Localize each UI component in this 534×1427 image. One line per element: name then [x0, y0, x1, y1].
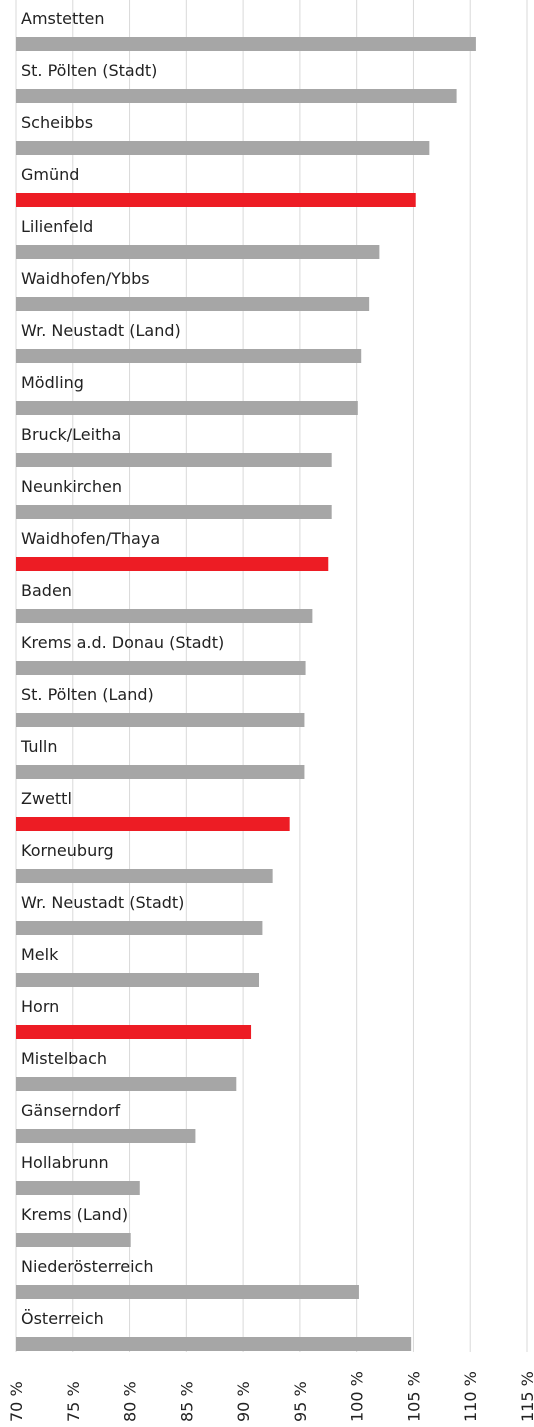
bar [16, 37, 476, 51]
bar [16, 973, 260, 987]
category-label: St. Pölten (Stadt) [21, 61, 157, 80]
bar [16, 765, 305, 779]
category-label: Niederösterreich [21, 1257, 153, 1276]
category-label: Baden [21, 581, 72, 600]
category-label: Waidhofen/Ybbs [21, 269, 150, 288]
bar [16, 1233, 131, 1247]
category-label: Tulln [20, 737, 58, 756]
category-label: Melk [21, 945, 59, 964]
x-tick-label: 85 % [177, 1381, 196, 1422]
category-label: Waidhofen/Thaya [21, 529, 160, 548]
x-tick-label: 100 % [348, 1371, 367, 1422]
bar [16, 141, 430, 155]
category-label: Korneuburg [21, 841, 114, 860]
bar [16, 869, 273, 883]
category-label: Amstetten [21, 9, 105, 28]
category-label: Wr. Neustadt (Stadt) [21, 893, 184, 912]
bar [16, 1129, 196, 1143]
bar [16, 349, 362, 363]
bar [16, 1181, 140, 1195]
x-tick-label: 75 % [64, 1381, 83, 1422]
category-label: Zwettl [21, 789, 72, 808]
bar [16, 193, 416, 207]
bar [16, 609, 313, 623]
category-label: Lilienfeld [21, 217, 93, 236]
bar [16, 557, 329, 571]
category-label: Wr. Neustadt (Land) [21, 321, 181, 340]
bar [16, 1025, 252, 1039]
x-tick-label: 90 % [234, 1381, 253, 1422]
bar [16, 1285, 359, 1299]
category-label: Mistelbach [21, 1049, 107, 1068]
category-label: Neunkirchen [21, 477, 122, 496]
bar [16, 817, 290, 831]
bar [16, 505, 332, 519]
category-label: Bruck/Leitha [21, 425, 121, 444]
category-label: Krems a.d. Donau (Stadt) [21, 633, 224, 652]
x-tick-label: 70 % [7, 1381, 26, 1422]
bar [16, 297, 370, 311]
category-label: Hollabrunn [21, 1153, 109, 1172]
bar [16, 661, 306, 675]
category-label: Horn [21, 997, 59, 1016]
bar [16, 1077, 237, 1091]
x-tick-label: 110 % [461, 1371, 480, 1422]
bar [16, 245, 380, 259]
bar [16, 89, 457, 103]
bar [16, 453, 332, 467]
bar [16, 401, 358, 415]
category-label: St. Pölten (Land) [21, 685, 154, 704]
category-label: Mödling [21, 373, 84, 392]
category-label: Gänserndorf [21, 1101, 120, 1120]
bar [16, 1337, 412, 1351]
bar [16, 713, 305, 727]
x-tick-label: 80 % [121, 1381, 140, 1422]
bar [16, 921, 263, 935]
category-label: Österreich [21, 1309, 104, 1328]
x-tick-label: 115 % [518, 1371, 534, 1422]
x-tick-label: 105 % [404, 1371, 423, 1422]
x-tick-label: 95 % [291, 1381, 310, 1422]
category-label: Krems (Land) [21, 1205, 128, 1224]
category-label: Scheibbs [21, 113, 93, 132]
category-label: Gmünd [21, 165, 79, 184]
